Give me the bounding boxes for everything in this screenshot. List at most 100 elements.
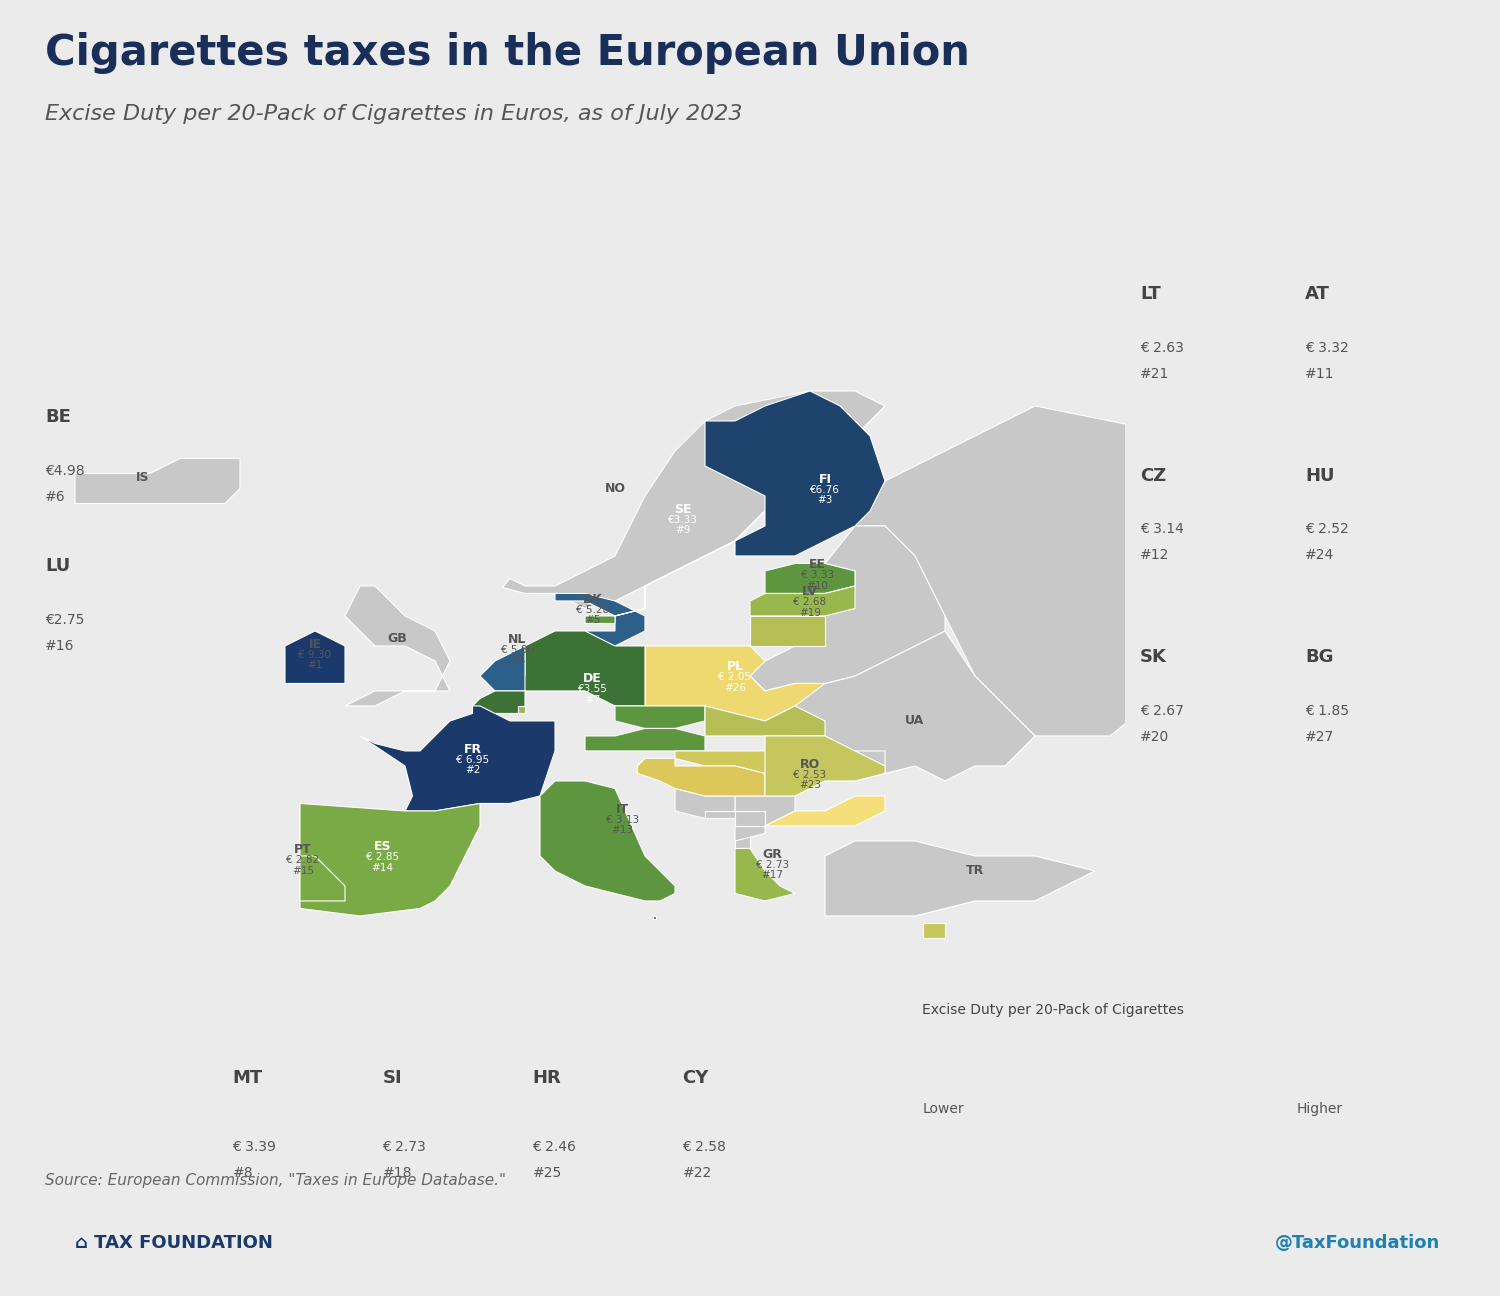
Text: #5: #5 [585,616,600,626]
Polygon shape [300,855,345,901]
Polygon shape [585,435,855,623]
Text: FI: FI [819,473,831,486]
Polygon shape [735,849,795,901]
Text: € 2.85: € 2.85 [366,853,399,862]
Text: EE: EE [808,559,826,572]
Text: #6: #6 [45,490,66,504]
Text: CZ: CZ [1140,467,1166,485]
Polygon shape [750,586,855,616]
Text: LU: LU [45,557,70,575]
Text: € 2.63: € 2.63 [1140,341,1184,355]
Text: Source: European Commission, "Taxes in Europe Database.": Source: European Commission, "Taxes in E… [45,1173,506,1188]
Polygon shape [705,391,885,556]
Polygon shape [750,526,945,691]
Text: #19: #19 [800,608,820,618]
Polygon shape [675,788,735,819]
Text: € 1.85: € 1.85 [1305,704,1348,718]
Polygon shape [735,796,795,826]
Text: € 2.58: € 2.58 [682,1140,726,1155]
Text: SE: SE [674,503,692,516]
Text: #21: #21 [1140,367,1170,381]
Polygon shape [585,728,705,750]
Text: RO: RO [800,758,820,771]
Text: GR: GR [762,848,783,861]
Polygon shape [765,796,885,826]
Text: #26: #26 [724,683,746,693]
Text: € 2.67: € 2.67 [1140,704,1184,718]
Text: CY: CY [682,1069,709,1087]
Polygon shape [555,594,645,645]
Text: SI: SI [382,1069,402,1087]
Polygon shape [638,758,765,796]
Text: € 2.73: € 2.73 [756,861,789,870]
Text: Higher: Higher [1296,1102,1342,1116]
Text: #13: #13 [612,826,633,836]
Polygon shape [735,631,1035,796]
Polygon shape [645,645,825,721]
Text: € 9.30: € 9.30 [298,651,332,660]
Polygon shape [652,916,656,919]
Text: #27: #27 [1305,730,1335,744]
Polygon shape [540,781,675,901]
Polygon shape [638,758,675,774]
Text: #3: #3 [818,495,833,505]
Polygon shape [480,645,525,691]
Text: € 6.95: € 6.95 [456,756,489,765]
Text: TR: TR [966,864,984,877]
Text: BG: BG [1305,648,1334,666]
Polygon shape [705,811,735,819]
Text: #2: #2 [465,766,480,775]
Text: NL: NL [509,634,526,647]
Text: SK: SK [1140,648,1167,666]
Text: #12: #12 [1140,548,1170,562]
Text: DK: DK [582,594,603,607]
Text: €3.55: €3.55 [578,684,608,695]
Polygon shape [285,631,345,683]
Text: € 2.82: € 2.82 [286,855,320,866]
Text: Cigarettes taxes in the European Union: Cigarettes taxes in the European Union [45,32,970,74]
Text: € 3.39: € 3.39 [232,1140,276,1155]
Text: #1: #1 [308,661,322,670]
Text: #11: #11 [1305,367,1335,381]
Text: PL: PL [726,661,744,674]
Text: #23: #23 [800,780,820,791]
Text: HR: HR [532,1069,561,1087]
Polygon shape [765,736,885,796]
Text: #16: #16 [45,639,75,653]
Text: AT: AT [1305,285,1330,303]
Text: € 2.53: € 2.53 [794,770,826,780]
Polygon shape [705,706,825,736]
Text: #24: #24 [1305,548,1335,562]
Text: IS: IS [135,472,148,485]
Polygon shape [750,616,825,645]
Text: Excise Duty per 20-Pack of Cigarettes in Euros, as of July 2023: Excise Duty per 20-Pack of Cigarettes in… [45,104,742,123]
Polygon shape [360,706,555,811]
Text: € 2.05: € 2.05 [718,673,752,683]
Text: € 2.46: € 2.46 [532,1140,576,1155]
Polygon shape [345,586,450,706]
Text: #15: #15 [292,866,314,876]
Text: € 3.33: € 3.33 [801,570,834,581]
Text: #22: #22 [682,1166,711,1181]
Text: ES: ES [374,841,392,854]
Polygon shape [922,924,945,938]
Text: € 2.68: € 2.68 [794,597,826,608]
Text: UA: UA [906,714,924,727]
Text: € 3.32: € 3.32 [1305,341,1348,355]
Text: #18: #18 [382,1166,412,1181]
Text: € 3.13: € 3.13 [606,815,639,826]
Polygon shape [765,564,855,594]
Polygon shape [615,706,705,728]
Text: € 5.28: € 5.28 [576,605,609,616]
Text: MT: MT [232,1069,262,1087]
Text: €6.76: €6.76 [810,485,840,495]
Text: #25: #25 [532,1166,561,1181]
Polygon shape [518,706,525,714]
Polygon shape [510,631,645,706]
Text: #9: #9 [675,525,690,535]
Text: GB: GB [387,632,408,645]
Text: DE: DE [584,673,602,686]
Text: LT: LT [1140,285,1161,303]
Text: #14: #14 [372,863,393,874]
Polygon shape [735,811,765,826]
